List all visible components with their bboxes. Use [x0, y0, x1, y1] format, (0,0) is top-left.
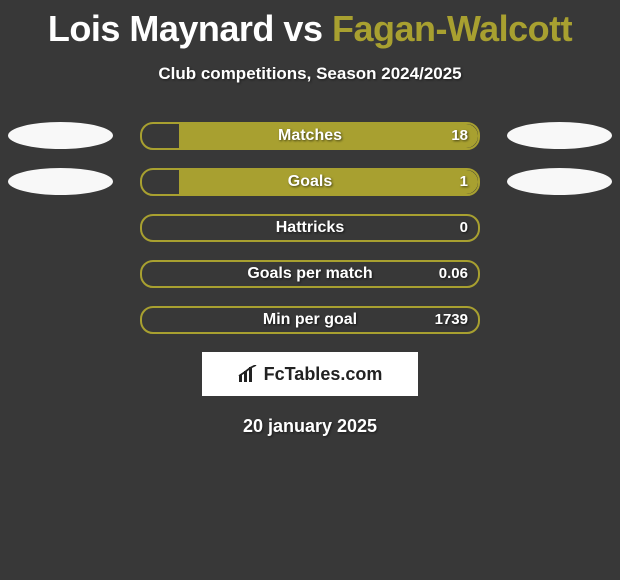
chart-icon [238, 365, 260, 383]
player2-marker [507, 168, 612, 195]
stat-row: Goals per match0.06 [0, 260, 620, 288]
stats-area: Matches18 Goals1 Hattricks0 Goals per match… [0, 122, 620, 334]
stat-bar: Goals per match0.06 [140, 260, 480, 288]
stat-bar: Min per goal1739 [140, 306, 480, 334]
stat-bar: Matches18 [140, 122, 480, 150]
player1-marker [8, 168, 113, 195]
stat-label: Matches [142, 127, 478, 145]
stat-label: Goals [142, 173, 478, 191]
stat-row: Goals1 [0, 168, 620, 196]
stat-label: Goals per match [142, 265, 478, 283]
stat-value-right: 18 [451, 127, 468, 144]
title-player1: Lois Maynard [48, 8, 274, 49]
stat-bar: Goals1 [140, 168, 480, 196]
title-player2: Fagan-Walcott [332, 8, 572, 49]
stat-label: Hattricks [142, 219, 478, 237]
stat-row: Hattricks0 [0, 214, 620, 242]
brand-box: FcTables.com [202, 352, 418, 396]
subtitle: Club competitions, Season 2024/2025 [0, 64, 620, 84]
stat-bar: Hattricks0 [140, 214, 480, 242]
brand-text: FcTables.com [264, 364, 383, 385]
stat-row: Matches18 [0, 122, 620, 150]
title-vs: vs [283, 8, 322, 49]
stat-row: Min per goal1739 [0, 306, 620, 334]
stat-value-right: 1 [460, 173, 468, 190]
stat-value-right: 0 [460, 219, 468, 236]
stat-value-right: 1739 [435, 311, 468, 328]
date-text: 20 january 2025 [0, 416, 620, 437]
player2-marker [507, 122, 612, 149]
brand-logo: FcTables.com [238, 364, 383, 385]
page-title: Lois Maynard vs Fagan-Walcott [0, 0, 620, 50]
stat-label: Min per goal [142, 311, 478, 329]
player1-marker [8, 122, 113, 149]
stat-value-right: 0.06 [439, 265, 468, 282]
